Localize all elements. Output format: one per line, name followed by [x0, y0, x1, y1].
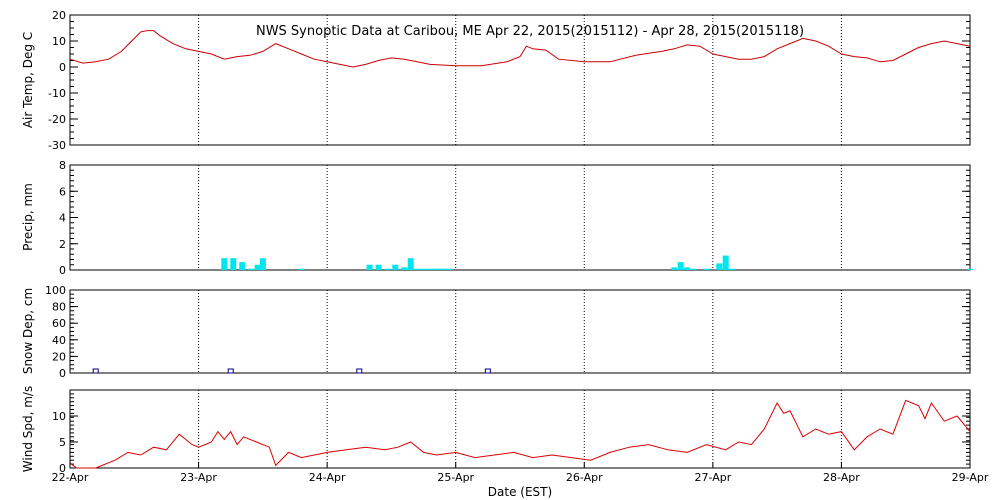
wind-ytick-label: 5 — [59, 436, 66, 449]
x-tick-label: 25-Apr — [437, 471, 474, 484]
snow-ytick-label: 20 — [52, 350, 66, 363]
precip-bar — [298, 268, 305, 270]
snow-depth-panel: Snow Dep, cm 0 20 40 60 80 100 — [21, 284, 971, 380]
snow-point — [484, 368, 491, 374]
precip-bar — [967, 268, 973, 270]
wind-speed-axis-title: Wind Spd, m/s — [21, 386, 35, 472]
precip-bar — [684, 267, 691, 270]
precip-bar — [703, 268, 710, 270]
precip-bar — [407, 258, 414, 270]
temp-ytick-label: -20 — [48, 113, 66, 126]
snow-ytick-label: 0 — [59, 367, 66, 380]
precip-ytick-label: 2 — [59, 238, 66, 251]
snow-depth-axis-title: Snow Dep, cm — [21, 288, 35, 374]
x-tick-label: 22-Apr — [52, 471, 89, 484]
x-axis-ticks: 22-Apr 23-Apr 24-Apr 25-Apr 26-Apr 27-Apr 28-A… — [52, 462, 989, 484]
air-temp-axis-title: Air Temp, Deg C — [21, 32, 35, 128]
snow-ytick-label: 60 — [52, 317, 66, 330]
precip-bar — [420, 268, 427, 270]
precip-bar — [729, 268, 736, 270]
temp-ytick-label: 10 — [52, 35, 66, 48]
temp-series-line — [69, 30, 971, 68]
precip-panel: Precip, mm 0 2 4 6 8 — [21, 159, 973, 277]
precip-ytick-label: 4 — [59, 212, 66, 225]
x-tick-label: 29-Apr — [952, 471, 989, 484]
x-tick-label: 28-Apr — [823, 471, 860, 484]
precip-bar — [414, 268, 421, 270]
x-axis-title: Date (EST) — [488, 485, 552, 499]
precip-bar — [254, 264, 261, 270]
precip-bar — [671, 267, 678, 270]
x-tick-label: 23-Apr — [180, 471, 217, 484]
precip-bar — [221, 258, 228, 270]
snow-point — [92, 368, 99, 374]
wind-ytick-label: 10 — [52, 410, 66, 423]
x-tick-label: 24-Apr — [309, 471, 346, 484]
wind-series-line — [69, 399, 971, 469]
precip-bar — [677, 262, 684, 270]
snow-point — [227, 368, 234, 374]
wind-speed-panel: Wind Spd, m/s 0 5 10 — [21, 386, 971, 475]
temp-ytick-label: -30 — [48, 139, 66, 152]
precip-bar — [433, 268, 440, 270]
air-temp-panel: Air Temp, Deg C -30 -20 -10 0 10 20 — [21, 9, 971, 152]
precip-bar — [248, 268, 255, 270]
chart-title: NWS Synoptic Data at Caribou, ME Apr 22,… — [256, 24, 804, 39]
precip-ytick-label: 8 — [59, 159, 66, 172]
precip-bar — [401, 267, 408, 270]
precip-bar — [446, 268, 453, 270]
precip-frame — [69, 164, 971, 271]
precip-bar — [259, 258, 266, 270]
snow-ytick-label: 100 — [45, 284, 66, 297]
precip-bar — [427, 268, 433, 270]
precip-bar — [392, 264, 399, 270]
wind-ytick-label: 0 — [59, 462, 66, 475]
precip-bar — [439, 268, 446, 270]
precip-bar — [239, 262, 246, 270]
precip-bar — [716, 263, 723, 270]
precip-ytick-label: 0 — [59, 264, 66, 277]
precip-axis-title: Precip, mm — [21, 183, 35, 251]
precip-bar — [690, 268, 697, 270]
snow-depth-frame — [69, 289, 971, 374]
x-tick-label: 26-Apr — [566, 471, 603, 484]
precip-bar — [230, 258, 237, 270]
precip-bar — [375, 264, 382, 270]
wind-speed-frame — [69, 389, 971, 469]
precip-bar — [366, 264, 373, 270]
x-tick-label: 27-Apr — [694, 471, 731, 484]
temp-ytick-label: -10 — [48, 87, 66, 100]
snow-ytick-label: 80 — [52, 301, 66, 314]
snow-ytick-label: 40 — [52, 334, 66, 347]
precip-bar — [722, 255, 729, 270]
precip-ytick-label: 6 — [59, 185, 66, 198]
temp-ytick-label: 20 — [52, 9, 66, 22]
temp-ytick-label: 0 — [59, 61, 66, 74]
precip-bar — [384, 268, 391, 270]
snow-point — [356, 368, 363, 374]
